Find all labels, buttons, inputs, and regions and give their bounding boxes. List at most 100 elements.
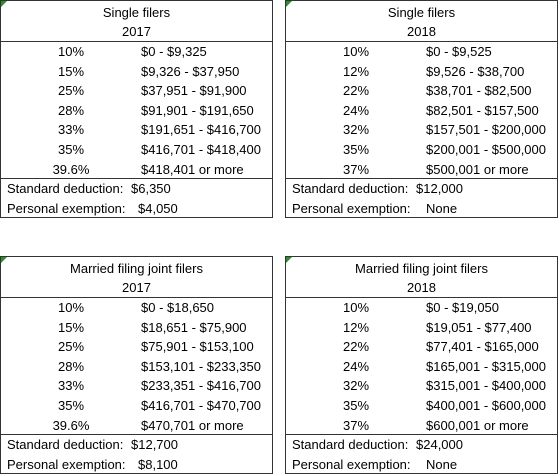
bracket-row: 24% $165,001 - $315,000 <box>286 357 557 376</box>
value: $8,100 <box>138 457 178 472</box>
separator <box>1 434 272 435</box>
value: None <box>426 457 458 472</box>
value: None <box>426 201 458 216</box>
table-title: Single filers <box>102 5 171 20</box>
income-range: $416,701 - $470,700 <box>141 398 261 413</box>
income-range: $233,351 - $416,700 <box>141 378 261 394</box>
income-range: $0 - $18,650 <box>141 300 215 315</box>
tax-rate: 33% <box>57 122 85 138</box>
value: $12,000 <box>416 181 463 196</box>
value: $4,050 <box>138 201 178 216</box>
comment-marker <box>1 257 7 263</box>
income-range: $500,001 or more <box>426 161 529 177</box>
separator <box>286 41 557 42</box>
income-range: $416,701 - $418,400 <box>141 142 261 157</box>
bracket-row: 37% $600,001 or more <box>286 416 557 435</box>
label: Personal exemption: <box>292 457 411 472</box>
bracket-row: 24% $82,501 - $157,500 <box>286 101 557 120</box>
separator <box>286 297 557 298</box>
bracket-row: 35% $416,701 - $470,700 <box>1 396 272 415</box>
bracket-row: 10% $0 - $9,525 <box>286 42 557 61</box>
bracket-row: 22% $38,701 - $82,500 <box>286 81 557 100</box>
bracket-row: 35% $416,701 - $418,400 <box>1 140 272 159</box>
personal-exemption: Personal exemption: None <box>286 199 557 218</box>
income-range: $37,951 - $91,900 <box>141 83 247 99</box>
tax-rate: 37% <box>342 161 370 177</box>
income-range: $400,001 - $600,000 <box>426 398 546 413</box>
standard-deduction: Standard deduction: $12,000 <box>286 179 557 198</box>
income-range: $9,326 - $37,950 <box>141 63 240 79</box>
bracket-row: 35% $200,001 - $500,000 <box>286 140 557 159</box>
tax-rate: 15% <box>57 319 85 335</box>
tax-rate: 35% <box>342 398 370 413</box>
tax-rate: 10% <box>57 44 85 59</box>
bracket-row: 25% $75,901 - $153,100 <box>1 337 272 356</box>
comment-marker <box>1 1 7 7</box>
bracket-row: 12% $19,051 - $77,400 <box>286 318 557 337</box>
tax-rate: 37% <box>342 417 370 433</box>
income-range: $82,501 - $157,500 <box>426 102 539 118</box>
table-title: Single filers <box>387 5 456 20</box>
personal-exemption: Personal exemption: None <box>286 455 557 474</box>
label: Personal exemption: <box>7 201 126 216</box>
tax-rate: 24% <box>342 102 370 118</box>
income-range: $470,701 or more <box>141 417 244 433</box>
tax-rate: 39.6% <box>52 417 90 433</box>
income-range: $165,001 - $315,000 <box>426 358 546 374</box>
bracket-row: 28% $91,901 - $191,650 <box>1 101 272 120</box>
bracket-row: 32% $315,001 - $400,000 <box>286 376 557 395</box>
bracket-row: 10% $0 - $19,050 <box>286 298 557 317</box>
comment-marker <box>286 1 292 7</box>
separator <box>1 178 272 179</box>
tax-rate: 32% <box>342 378 370 394</box>
bracket-row: 22% $77,401 - $165,000 <box>286 337 557 356</box>
bracket-row: 25% $37,951 - $91,900 <box>1 81 272 100</box>
personal-exemption: Personal exemption: $8,100 <box>1 455 272 474</box>
bracket-row: 10% $0 - $9,325 <box>1 42 272 61</box>
income-range: $315,001 - $400,000 <box>426 378 546 394</box>
income-range: $200,001 - $500,000 <box>426 142 546 157</box>
tax-rate: 10% <box>342 44 370 59</box>
bracket-row: 39.6% $418,401 or more <box>1 160 272 179</box>
income-range: $0 - $9,525 <box>426 44 492 59</box>
tax-rate: 10% <box>342 300 370 315</box>
tax-table: Single filers 2017 10% $0 - $9,325 15% $9,326… <box>0 0 273 218</box>
income-range: $0 - $9,325 <box>141 44 207 59</box>
bracket-row: 10% $0 - $18,650 <box>1 298 272 317</box>
table-year: 2017 <box>122 24 151 39</box>
bracket-row: 39.6% $470,701 or more <box>1 416 272 435</box>
tax-rate: 24% <box>342 358 370 374</box>
label: Personal exemption: <box>7 457 126 472</box>
label: Personal exemption: <box>292 201 411 216</box>
tax-rate: 35% <box>57 398 85 413</box>
table-year: 2018 <box>407 24 436 39</box>
standard-deduction: Standard deduction: $24,000 <box>286 435 557 454</box>
table-title: Married filing joint filers <box>355 261 488 276</box>
income-range: $418,401 or more <box>141 161 244 177</box>
value: $24,000 <box>416 437 463 452</box>
income-range: $157,501 - $200,000 <box>426 122 546 138</box>
separator <box>1 297 272 298</box>
tax-rate: 32% <box>342 122 370 138</box>
income-range: $600,001 or more <box>426 417 529 433</box>
separator <box>286 178 557 179</box>
income-range: $153,101 - $233,350 <box>141 358 261 374</box>
tax-rate: 35% <box>342 142 370 157</box>
bracket-row: 35% $400,001 - $600,000 <box>286 396 557 415</box>
label: Standard deduction: <box>292 437 409 452</box>
standard-deduction: Standard deduction: $6,350 <box>1 179 272 198</box>
tax-rate: 22% <box>342 83 370 99</box>
tax-table: Married filing joint filers 2017 10% $0 - $… <box>0 256 273 474</box>
tax-rate: 39.6% <box>52 161 90 177</box>
separator <box>1 41 272 42</box>
tax-rate: 15% <box>57 63 85 79</box>
label: Standard deduction: <box>7 437 124 452</box>
tax-rate: 35% <box>57 142 85 157</box>
bracket-row: 32% $157,501 - $200,000 <box>286 120 557 139</box>
standard-deduction: Standard deduction: $12,700 <box>1 435 272 454</box>
bracket-row: 33% $191,651 - $416,700 <box>1 120 272 139</box>
table-title: Married filing joint filers <box>70 261 203 276</box>
tax-rate: 10% <box>57 300 85 315</box>
bracket-row: 15% $18,651 - $75,900 <box>1 318 272 337</box>
